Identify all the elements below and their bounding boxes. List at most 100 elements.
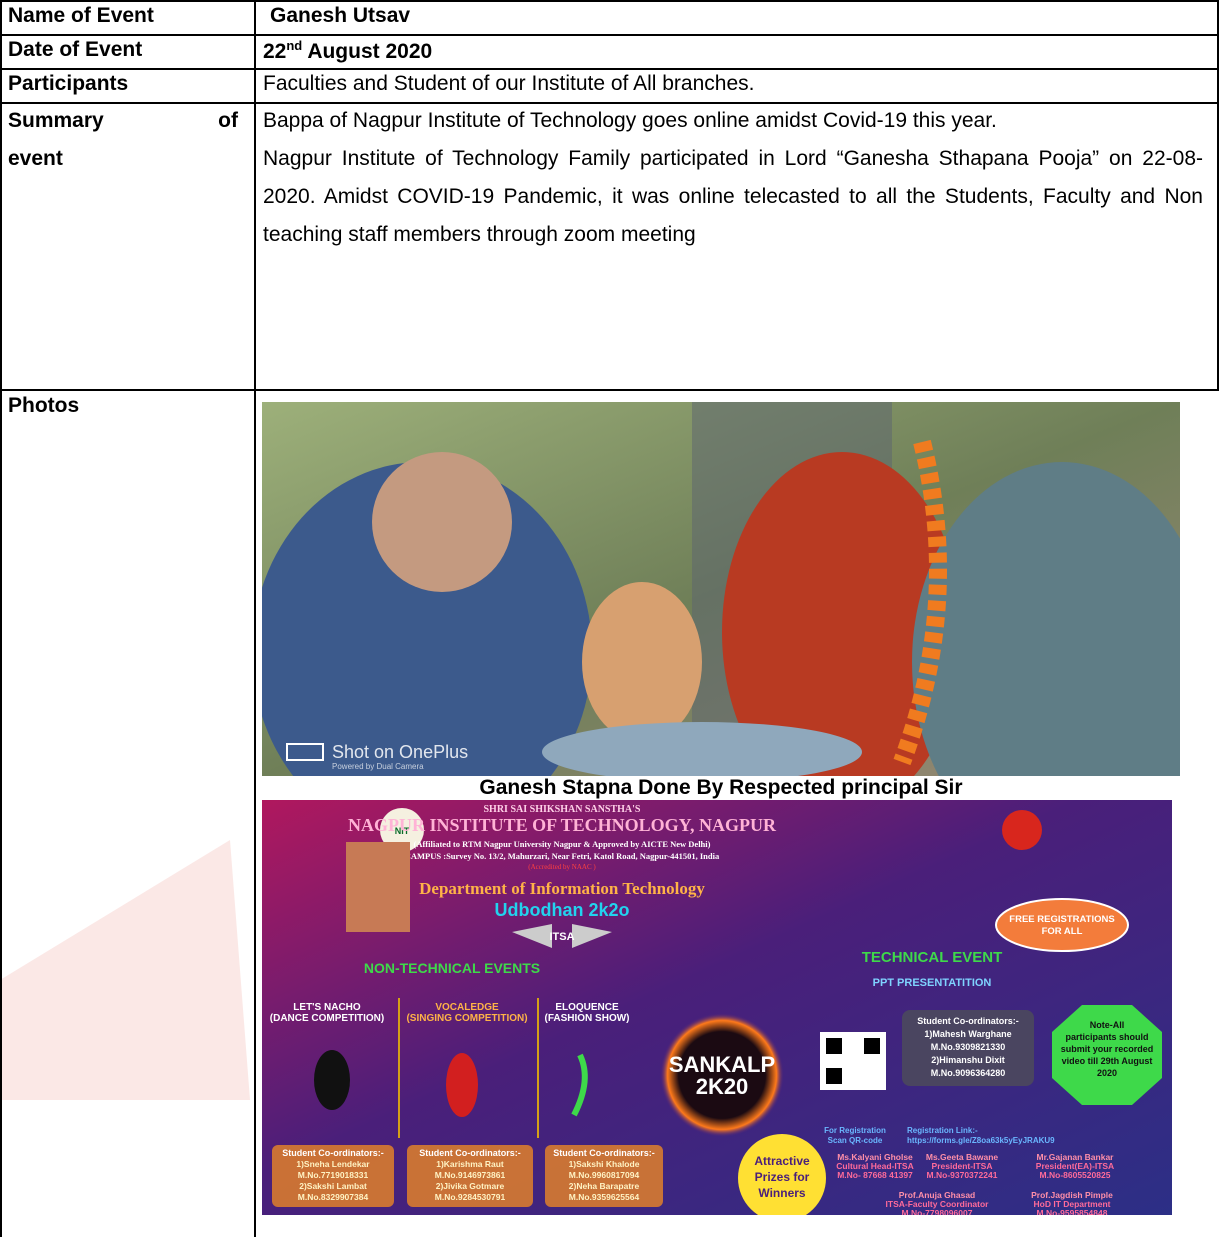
poster-text: M.No.9359625564 (569, 1192, 640, 1202)
photo-watermark: Powered by Dual Camera (332, 762, 424, 771)
person (722, 452, 962, 776)
poster-heading: Department of Information Technology (419, 879, 705, 898)
photo-watermark: Shot on OnePlus (332, 742, 468, 762)
watermark-shape (0, 840, 250, 1100)
poster-text: Prof.Jagdish Pimple (1031, 1190, 1113, 1200)
event-name: Ganesh Utsav (270, 4, 411, 27)
poster-text: video till 29th August (1062, 1056, 1153, 1066)
box (272, 1145, 394, 1207)
poster-text: ELOQUENCE (555, 1002, 619, 1013)
idol (582, 582, 702, 742)
poster-text: 2)Jivika Gotmare (436, 1181, 505, 1191)
label-word: event (8, 147, 63, 170)
poster-text: (Affiliated to RTM Nagpur University Nag… (414, 839, 711, 849)
box (545, 1145, 663, 1207)
poster-text: Student Co-ordinators:- (419, 1148, 521, 1158)
event-date: 22nd August 2020 (255, 34, 432, 68)
poster-text: Attractive (754, 1154, 810, 1168)
poster-text: Note-All (1090, 1020, 1125, 1030)
poster-text: M.No.9309821330 (931, 1042, 1006, 1052)
poster-text: 2020 (1097, 1068, 1117, 1078)
date-day: 22 (263, 40, 287, 63)
box (407, 1145, 533, 1207)
person (912, 462, 1180, 776)
poster-text: M.No-8605520825 (1040, 1170, 1111, 1180)
poster-text: Cultural Head-ITSA (836, 1161, 913, 1171)
poster-text: For Registration (824, 1126, 886, 1135)
poster-text: HoD IT Department (1034, 1199, 1111, 1209)
rule (0, 0, 1219, 2)
poster-text: LET'S NACHO (293, 1002, 361, 1013)
poster-text: M.No.9284530791 (435, 1192, 506, 1202)
qr-code (826, 1038, 842, 1054)
summary-paragraph: Nagpur Institute of Technology Family pa… (263, 147, 1203, 246)
poster-text: Registration Link:- (907, 1126, 978, 1135)
logo (286, 743, 324, 761)
figure (314, 1050, 350, 1110)
poster-text: M.No.9096364280 (931, 1068, 1006, 1078)
divider (537, 998, 539, 1138)
logo (1002, 810, 1042, 850)
label-line: Summary of (8, 102, 238, 140)
poster-heading: 2K20 (696, 1074, 749, 1099)
row-label: Participants (8, 72, 129, 95)
label-word: of (218, 109, 238, 132)
poster-text: Winners (758, 1186, 806, 1200)
summary: Bappa of Nagpur Institute of Technology … (255, 102, 1203, 254)
box (902, 1010, 1034, 1086)
sankalp-ring (660, 1013, 784, 1137)
row-label: Name of Event (8, 4, 154, 27)
poster-text: Prof.Anuja Ghasad (899, 1190, 976, 1200)
poster-text: (FASHION SHOW) (545, 1013, 630, 1024)
poster-title: NAGPUR INSTITUTE OF TECHNOLOGY, NAGPUR (348, 815, 777, 835)
divider (398, 998, 400, 1138)
photo-caption: Ganesh Stapna Done By Respected principa… (479, 776, 963, 799)
poster-text: (SINGING COMPETITION) (406, 1013, 527, 1024)
rule (0, 389, 1219, 391)
poster-heading: NON-TECHNICAL EVENTS (364, 960, 540, 976)
poster-text: FREE REGISTRATIONS (1009, 914, 1114, 925)
logo-text: NIT (395, 826, 410, 836)
tray (542, 722, 862, 776)
poster-text: PPT PRESENTATITION (873, 977, 992, 989)
poster-text: submit your recorded (1061, 1044, 1154, 1054)
poster-text: Ms.Geeta Bawane (926, 1152, 999, 1162)
poster-text: Ms.Kalyani Gholse (837, 1152, 913, 1162)
poster-text: 1)Mahesh Warghane (924, 1029, 1011, 1039)
wings (512, 924, 612, 948)
poster-heading: SANKALP (669, 1052, 775, 1077)
poster-text: M.No-9370372241 (927, 1170, 998, 1180)
poster-text: (Accredited by NAAC ) (528, 863, 596, 871)
poster-text: M.No.8329907384 (298, 1192, 369, 1202)
poster-text: Scan QR-code (828, 1136, 883, 1145)
competitions: LET'S NACHO (DANCE COMPETITION) VOCALEDG… (270, 998, 630, 1138)
qr-code (864, 1038, 880, 1054)
poster-text: 2)Sakshi Lambat (299, 1181, 367, 1191)
rule (254, 0, 256, 1237)
prizes-badge (738, 1134, 826, 1215)
poster-text: M.No- 87668 41397 (837, 1170, 913, 1180)
note-badge (1052, 1005, 1162, 1105)
poster-text: Student Co-ordinators:- (553, 1148, 655, 1158)
poster-text: 1)Sneha Lendekar (296, 1159, 370, 1169)
row-label: Summary of event (0, 102, 254, 178)
poster-text: 1)Sakshi Khalode (569, 1159, 640, 1169)
figure (571, 1053, 588, 1117)
label-word: Summary (8, 109, 104, 132)
date-suffix: nd (286, 38, 303, 53)
poster-text: Student Co-ordinators:- (917, 1016, 1019, 1026)
poster-text: President(EA)-ITSA (1036, 1161, 1114, 1171)
poster-text: M.No-7798096007 (902, 1208, 973, 1215)
badge (995, 898, 1129, 952)
poster-text: VOCALEDGE (435, 1002, 499, 1013)
poster-text: 1)Karishma Raut (436, 1159, 504, 1169)
poster-text: M.No.9146973861 (435, 1170, 506, 1180)
poster-text: ITSA-Faculty Coordinator (886, 1199, 990, 1209)
poster-text: ITSA (549, 931, 574, 943)
poster-text-group: Student Co-ordinators:-1)Sneha LendekarM… (282, 1016, 1153, 1215)
figure (446, 1053, 478, 1117)
poster-text: Student Co-ordinators:- (282, 1148, 384, 1158)
summary-paragraph: Bappa of Nagpur Institute of Technology … (263, 109, 997, 132)
poster-text: M.No-9595854848 (1037, 1208, 1108, 1215)
